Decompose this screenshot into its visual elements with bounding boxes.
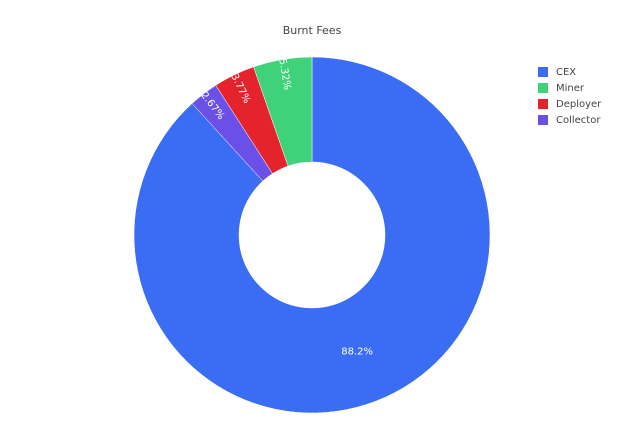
donut-slice bbox=[133, 56, 491, 414]
slice-label: 5.32% bbox=[276, 58, 292, 91]
chart-title: Burnt Fees bbox=[283, 24, 342, 37]
legend-swatch bbox=[538, 83, 548, 93]
legend-swatch bbox=[538, 115, 548, 125]
legend-swatch bbox=[538, 67, 548, 77]
donut-slice bbox=[253, 56, 313, 167]
legend-text: Miner bbox=[556, 83, 585, 94]
slice-label: 88.2% bbox=[341, 347, 373, 358]
legend-text: Deployer bbox=[556, 99, 602, 110]
legend-text: CEX bbox=[556, 67, 576, 78]
legend-swatch bbox=[538, 99, 548, 109]
legend-text: Collector bbox=[556, 115, 601, 126]
